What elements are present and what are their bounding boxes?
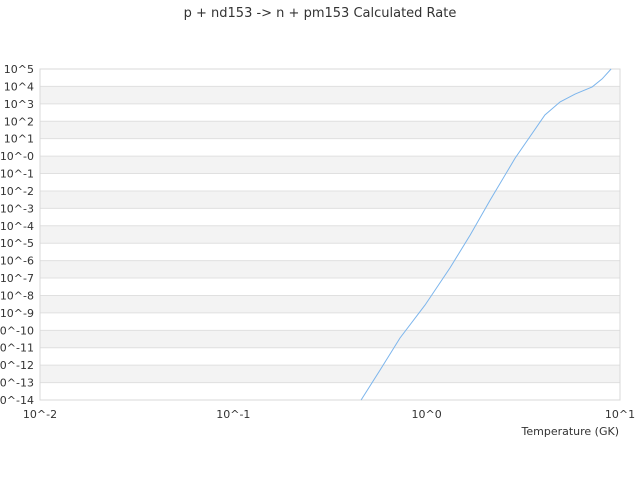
y-tick-label: 10^3 — [4, 98, 34, 111]
y-tick-label: 10^-2 — [0, 185, 34, 198]
grid-band — [40, 225, 620, 244]
y-tick-label: 10^4 — [4, 80, 34, 93]
grid-band — [40, 121, 620, 139]
y-tick-label: 10^-0 — [0, 150, 34, 163]
y-tick-label: 10^-6 — [0, 255, 34, 268]
x-tick-label: 10^-1 — [216, 408, 250, 421]
grid-band — [40, 260, 620, 279]
gridlines — [40, 68, 620, 401]
chart-title: p + nd153 -> n + pm153 Calculated Rate — [184, 6, 457, 21]
y-tick-label: 10^-11 — [0, 342, 34, 355]
y-axis-ticks: 10^5 10^4 10^3 10^2 10^1 10^-0 10^-1 10^-2 10^-3… — [0, 63, 34, 407]
grid-band — [40, 86, 620, 104]
x-tick-label: 10^0 — [412, 408, 442, 421]
y-tick-label: 10^-13 — [0, 377, 34, 390]
grid-band — [40, 156, 620, 174]
y-tick-label: 10^-4 — [0, 220, 34, 233]
grid-band — [40, 365, 620, 383]
x-axis-label: Temperature (GK) — [521, 425, 620, 438]
plot-border — [39, 68, 621, 401]
grid-band — [40, 330, 620, 348]
x-tick-label: 10^1 — [605, 408, 635, 421]
y-tick-label: 10^1 — [4, 133, 34, 146]
y-tick-label: 10^5 — [4, 63, 34, 76]
grid-band — [40, 295, 620, 313]
y-tick-label: 10^-8 — [0, 289, 34, 302]
y-tick-label: 10^-3 — [0, 202, 34, 215]
y-tick-label: 10^-14 — [0, 394, 34, 407]
x-tick-label: 10^-2 — [23, 408, 57, 421]
rate-series-line — [360, 68, 612, 401]
y-tick-label: 10^-7 — [0, 272, 34, 285]
y-tick-label: 10^-1 — [0, 168, 34, 181]
y-tick-label: 10^-10 — [0, 324, 34, 337]
x-axis-ticks: 10^-2 10^-1 10^0 10^1 — [23, 408, 635, 421]
y-tick-label: 10^-12 — [0, 359, 34, 372]
y-tick-label: 10^2 — [4, 115, 34, 128]
grid-band — [40, 190, 620, 209]
grid-bands — [40, 86, 620, 383]
y-tick-label: 10^-9 — [0, 307, 34, 320]
y-tick-label: 10^-5 — [0, 237, 34, 250]
